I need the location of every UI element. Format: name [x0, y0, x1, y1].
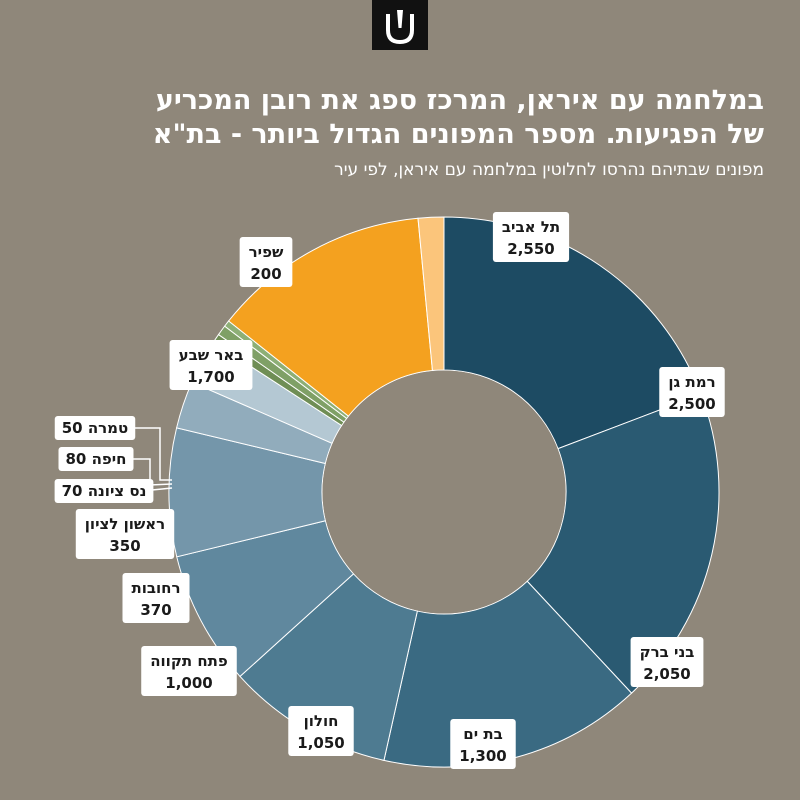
data-label-רמת-גן: רמת גן 2,500 — [659, 367, 725, 417]
svg-text:200: 200 — [250, 265, 281, 283]
data-label-שפיר: שפיר 200 — [239, 237, 293, 287]
svg-text:בת ים: בת ים — [463, 725, 502, 743]
svg-text:רמת גן: רמת גן — [668, 373, 715, 391]
slice-בני-ברק — [383, 580, 633, 768]
svg-text:ראשון לציון: ראשון לציון — [85, 515, 165, 533]
data-label-חיפה: חיפה 80 — [58, 447, 134, 471]
data-label-טמרה: טמרה 50 — [54, 416, 136, 440]
svg-text:רחובות: רחובות — [131, 579, 180, 597]
title-line-2: של הפגיעות. מספר המפונים הגדול ביותר - ב… — [152, 119, 764, 150]
logo-icon — [372, 0, 428, 50]
leader-line-טמרה — [133, 427, 172, 481]
svg-text:חיפה 80: חיפה 80 — [66, 450, 127, 468]
data-label-בני-ברק: בני ברק 2,050 — [630, 637, 704, 687]
chart-subtitle: מפונים שבתיהם נהרסו לחלוטין במלחמה עם אי… — [334, 160, 764, 180]
svg-text:טמרה 50: טמרה 50 — [62, 419, 128, 437]
data-label-בת-ים: בת ים 1,300 — [450, 719, 516, 769]
data-label-נס-ציונה: נס ציונה 70 — [54, 479, 154, 503]
svg-text:1,300: 1,300 — [459, 747, 506, 765]
title-line-1: במלחמה עם איראן, המרכז ספג את רובן המכרי… — [155, 85, 764, 116]
svg-text:350: 350 — [109, 537, 140, 555]
chart-title: במלחמה עם איראן, המרכז ספג את רובן המכרי… — [84, 84, 764, 152]
svg-text:1,000: 1,000 — [165, 674, 212, 692]
data-label-רחובות: רחובות 370 — [122, 573, 190, 623]
leader-line-חיפה — [132, 458, 173, 486]
svg-text:חולון: חולון — [304, 712, 339, 730]
donut-hole — [322, 370, 566, 614]
data-label-תל-אביב: תל אביב 2,550 — [492, 212, 570, 262]
data-label-חולון: חולון 1,050 — [288, 706, 354, 756]
data-label-פתח-תקווה: פתח תקווה 1,000 — [141, 646, 237, 696]
data-label-באר-שבע: באר שבע 1,700 — [169, 340, 253, 390]
svg-text:בני ברק: בני ברק — [640, 643, 695, 661]
svg-text:370: 370 — [140, 601, 171, 619]
svg-text:תל אביב: תל אביב — [502, 218, 560, 236]
svg-text:1,700: 1,700 — [187, 368, 234, 386]
svg-text:2,050: 2,050 — [643, 665, 690, 683]
data-label-ראשון-לציון: ראשון לציון 350 — [75, 509, 175, 559]
svg-text:2,550: 2,550 — [507, 240, 554, 258]
svg-text:2,500: 2,500 — [668, 395, 715, 413]
svg-text:באר שבע: באר שבע — [179, 346, 244, 364]
slice-שפיר — [417, 216, 445, 372]
svg-text:פתח תקווה: פתח תקווה — [150, 652, 228, 670]
svg-text:שפיר: שפיר — [249, 243, 284, 261]
svg-text:נס ציונה 70: נס ציונה 70 — [62, 482, 147, 500]
svg-text:1,050: 1,050 — [297, 734, 344, 752]
